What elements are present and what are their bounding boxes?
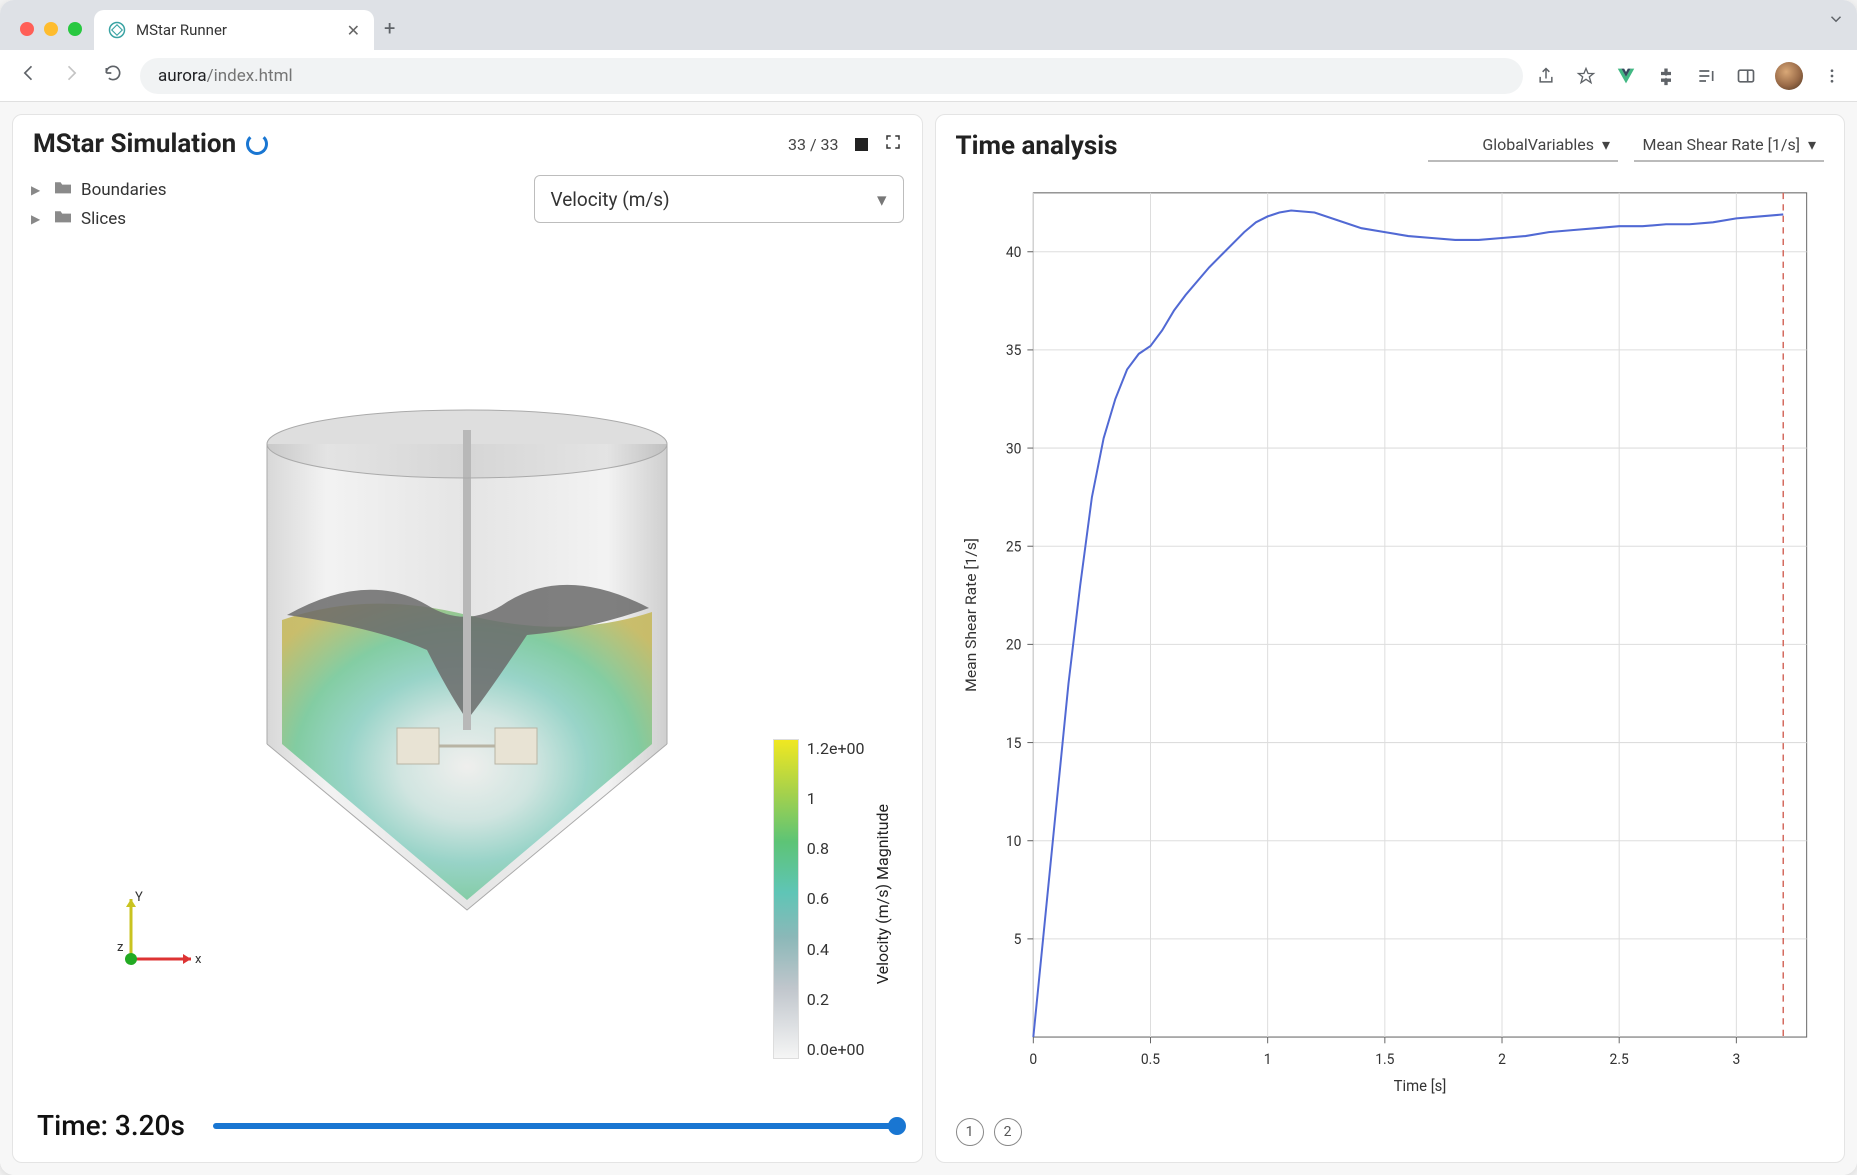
side-panel-icon[interactable] xyxy=(1735,65,1757,87)
colorbar-tick: 0.8 xyxy=(807,839,865,858)
url-host: aurora xyxy=(158,66,207,86)
field-select[interactable]: Velocity (m/s) ▾ xyxy=(534,175,904,223)
svg-text:0.5: 0.5 xyxy=(1140,1052,1159,1068)
page-button-2[interactable]: 2 xyxy=(994,1118,1022,1146)
svg-text:2: 2 xyxy=(1498,1052,1506,1068)
chevron-right-icon: ▶ xyxy=(31,183,45,197)
tab-favicon xyxy=(108,21,126,39)
new-tab-button[interactable]: + xyxy=(374,16,409,50)
reload-button[interactable] xyxy=(98,63,128,88)
colorbar-tick: 1 xyxy=(807,789,865,808)
colorbar-tick: 0.0e+00 xyxy=(807,1040,865,1059)
axis-gizmo[interactable]: x Y z xyxy=(113,889,203,979)
reading-list-icon[interactable] xyxy=(1695,65,1717,87)
time-slider[interactable] xyxy=(213,1123,898,1129)
svg-text:20: 20 xyxy=(1005,637,1021,653)
tree-item-label: Boundaries xyxy=(81,180,167,200)
svg-text:0: 0 xyxy=(1029,1052,1037,1068)
line-chart[interactable]: 00.511.522.53510152025303540Time [s]Mean… xyxy=(954,172,1827,1110)
colorbar-tick: 0.4 xyxy=(807,940,865,959)
url-path: /index.html xyxy=(207,66,293,86)
profile-avatar[interactable] xyxy=(1775,62,1803,90)
simulation-title: MStar Simulation xyxy=(33,129,236,159)
svg-text:10: 10 xyxy=(1005,834,1021,850)
viewport-3d[interactable]: x Y z 1.2e+00 1 0.8 0.6 0.4 0.2 xyxy=(13,241,922,1099)
variable-select[interactable]: Mean Shear Rate [1/s] ▾ xyxy=(1634,129,1824,162)
folder-icon xyxy=(53,208,73,229)
colorbar-tick: 0.6 xyxy=(807,889,865,908)
svg-text:30: 30 xyxy=(1005,441,1021,457)
svg-text:35: 35 xyxy=(1005,343,1021,359)
svg-text:25: 25 xyxy=(1005,539,1021,555)
tank-3d-render xyxy=(227,390,707,950)
window-close-button[interactable] xyxy=(20,22,34,36)
svg-text:Time [s]: Time [s] xyxy=(1393,1077,1446,1095)
field-select-value: Velocity (m/s) xyxy=(551,188,670,211)
variable-group-select[interactable]: GlobalVariables ▾ xyxy=(1428,129,1618,162)
slider-thumb[interactable] xyxy=(888,1117,906,1135)
stop-button[interactable] xyxy=(855,138,868,151)
folder-icon xyxy=(53,179,73,200)
chevron-down-icon: ▾ xyxy=(877,188,887,211)
chevron-right-icon: ▶ xyxy=(31,212,45,226)
svg-text:z: z xyxy=(117,940,124,955)
page-button-1[interactable]: 1 xyxy=(956,1118,984,1146)
colorbar: 1.2e+00 1 0.8 0.6 0.4 0.2 0.0e+00 Veloci… xyxy=(773,719,892,1059)
time-display: Time: 3.20s xyxy=(37,1109,185,1142)
svg-text:5: 5 xyxy=(1013,932,1021,948)
tab-list-dropdown-icon[interactable] xyxy=(1827,10,1845,40)
share-icon[interactable] xyxy=(1535,65,1557,87)
tab-title: MStar Runner xyxy=(136,21,227,39)
back-button[interactable] xyxy=(14,63,44,88)
analysis-title: Time analysis xyxy=(956,131,1118,161)
svg-text:1: 1 xyxy=(1263,1052,1271,1068)
tree-item-label: Slices xyxy=(81,209,126,229)
chevron-down-icon: ▾ xyxy=(1808,135,1816,154)
frame-counter: 33 / 33 xyxy=(788,135,839,154)
fullscreen-icon[interactable] xyxy=(884,133,902,155)
svg-text:15: 15 xyxy=(1005,735,1021,751)
chrome-menu-icon[interactable] xyxy=(1821,65,1843,87)
colorbar-tick: 1.2e+00 xyxy=(807,739,865,758)
forward-button[interactable] xyxy=(56,63,86,88)
colorbar-tick: 0.2 xyxy=(807,990,865,1009)
svg-text:1.5: 1.5 xyxy=(1375,1052,1394,1068)
bookmark-star-icon[interactable] xyxy=(1575,65,1597,87)
svg-text:3: 3 xyxy=(1732,1052,1740,1068)
svg-text:Y: Y xyxy=(135,890,143,905)
tab-close-icon[interactable]: ✕ xyxy=(347,21,360,40)
chevron-down-icon: ▾ xyxy=(1602,135,1610,154)
colorbar-label: Velocity (m/s) Magnitude xyxy=(873,794,892,984)
window-zoom-button[interactable] xyxy=(68,22,82,36)
variable-value: Mean Shear Rate [1/s] xyxy=(1643,135,1800,154)
variable-group-value: GlobalVariables xyxy=(1482,135,1594,154)
address-bar[interactable]: aurora/index.html xyxy=(140,58,1523,94)
svg-text:2.5: 2.5 xyxy=(1609,1052,1628,1068)
svg-text:40: 40 xyxy=(1005,245,1021,261)
browser-tab[interactable]: MStar Runner ✕ xyxy=(94,10,374,50)
loading-spinner-icon xyxy=(246,133,268,155)
vue-devtools-icon[interactable] xyxy=(1615,65,1637,87)
window-minimize-button[interactable] xyxy=(44,22,58,36)
svg-text:Mean Shear Rate [1/s]: Mean Shear Rate [1/s] xyxy=(962,538,980,692)
svg-text:x: x xyxy=(195,952,202,967)
extensions-icon[interactable] xyxy=(1655,65,1677,87)
